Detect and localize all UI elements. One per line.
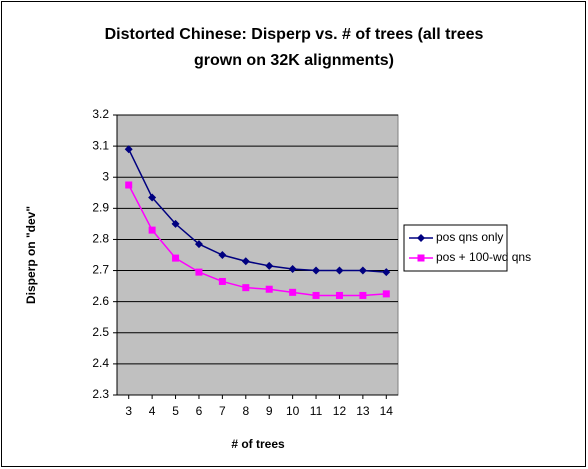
point-marker: [335, 291, 343, 299]
y-tick-label: 2.4: [92, 356, 109, 370]
y-tick-label: 2.8: [92, 232, 109, 246]
point-marker: [335, 266, 344, 275]
point-marker: [289, 288, 297, 296]
legend-label: pos qns only: [436, 230, 503, 244]
point-marker: [265, 261, 274, 270]
point-marker: [148, 193, 157, 202]
point-marker: [242, 284, 250, 292]
point-marker: [125, 181, 133, 189]
x-tick-label: 4: [149, 404, 156, 418]
point-marker: [172, 254, 180, 262]
x-tick-label: 6: [196, 404, 203, 418]
point-marker: [124, 145, 133, 154]
plot-area: [116, 114, 399, 396]
x-tick-label: 9: [266, 404, 273, 418]
x-axis-label: # of trees: [231, 437, 285, 451]
x-tick-label: 8: [242, 404, 249, 418]
point-marker: [241, 257, 250, 266]
point-marker: [382, 268, 391, 277]
y-tick-label: 3.2: [92, 107, 109, 121]
x-tick-label: 13: [356, 404, 370, 418]
point-marker: [359, 291, 367, 299]
point-marker: [288, 265, 297, 273]
y-tick-label: 2.7: [92, 263, 109, 277]
point-marker: [358, 266, 367, 275]
chart-title: Distorted Chinese: Disperp vs. # of tree…: [104, 26, 484, 69]
x-tick-label: 10: [286, 404, 300, 418]
point-marker: [265, 285, 273, 293]
x-tick-label: 7: [219, 404, 226, 418]
y-tick-label: 2.6: [92, 294, 109, 308]
point-marker: [194, 240, 203, 249]
legend-box: [403, 224, 508, 272]
legend-label: pos + 100-wd qns: [436, 250, 531, 264]
point-marker: [171, 219, 180, 228]
legend-marker: [417, 254, 425, 262]
y-tick-label: 3: [102, 169, 109, 183]
x-tick-label: 12: [333, 404, 347, 418]
y-axis-label: Disperp on "dev": [24, 206, 38, 304]
point-marker: [218, 277, 226, 285]
y-tick-label: 2.5: [92, 325, 109, 339]
x-tick-label: 5: [172, 404, 179, 418]
point-marker: [195, 268, 203, 276]
series-line: [128, 184, 387, 297]
x-tick-label: 3: [125, 404, 132, 418]
point-marker: [312, 266, 321, 275]
x-tick-label: 11: [310, 404, 323, 418]
legend-marker: [417, 234, 425, 242]
y-tick-label: 2.9: [92, 201, 109, 215]
y-tick-label: 2.3: [92, 387, 109, 401]
point-marker: [312, 291, 320, 299]
y-tick-label: 3.1: [92, 138, 109, 152]
point-marker: [382, 290, 390, 298]
x-tick-label: 14: [380, 404, 394, 418]
point-marker: [148, 226, 156, 234]
point-marker: [218, 251, 227, 259]
